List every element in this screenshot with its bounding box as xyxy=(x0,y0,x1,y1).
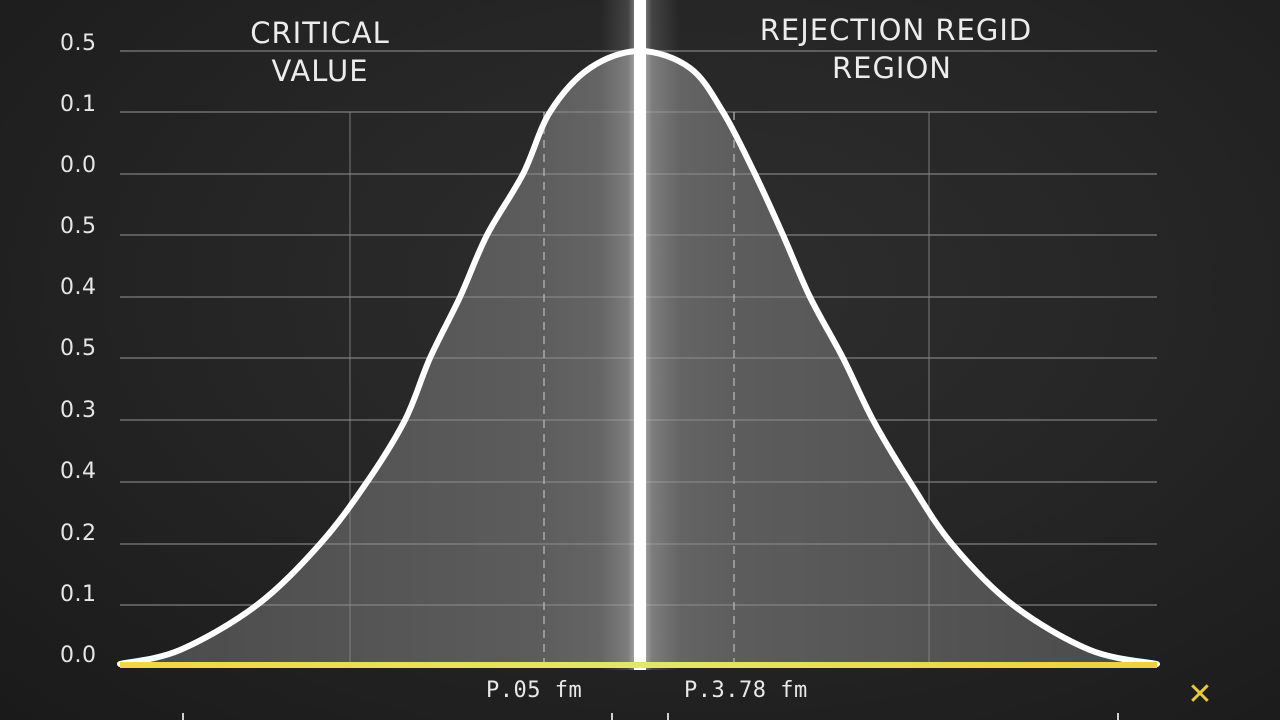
reference-lines xyxy=(543,0,735,670)
x-axis-ticks xyxy=(182,713,1119,720)
y-tick-label: 0.2 xyxy=(60,521,97,546)
close-icon[interactable]: ✕ xyxy=(1187,677,1213,712)
yellow-baseline xyxy=(120,662,1157,668)
annotation-line: VALUE xyxy=(271,54,369,88)
y-tick-label: 0.4 xyxy=(60,275,97,300)
annotation-line: REGION xyxy=(831,51,953,85)
x-tick-label-left: P.05 fm xyxy=(486,678,583,703)
y-tick-label: 0.0 xyxy=(60,153,97,178)
y-tick-label: 0.5 xyxy=(60,214,97,239)
y-tick-label: 0.0 xyxy=(60,643,97,668)
y-tick-label: 0.3 xyxy=(60,398,97,423)
x-axis-baseline xyxy=(120,662,1157,668)
rejection-region-annotation: REJECTION REGID REGION xyxy=(736,11,1056,87)
annotation-line: CRITICAL xyxy=(250,16,390,50)
critical-value-annotation: CRITICAL VALUE xyxy=(200,14,440,90)
x-tick-label-right: P.3.78 fm xyxy=(684,678,808,703)
distribution-curve xyxy=(117,47,1160,667)
y-tick-label: 0.5 xyxy=(60,336,97,361)
y-tick-label: 0.5 xyxy=(60,31,97,56)
y-tick-label: 0.1 xyxy=(60,582,97,607)
y-tick-label: 0.1 xyxy=(60,92,97,117)
bell-curve-line xyxy=(117,47,1160,667)
y-tick-label: 0.4 xyxy=(60,459,97,484)
center-mean-line xyxy=(634,0,646,670)
annotation-line: REJECTION REGID xyxy=(759,13,1033,47)
